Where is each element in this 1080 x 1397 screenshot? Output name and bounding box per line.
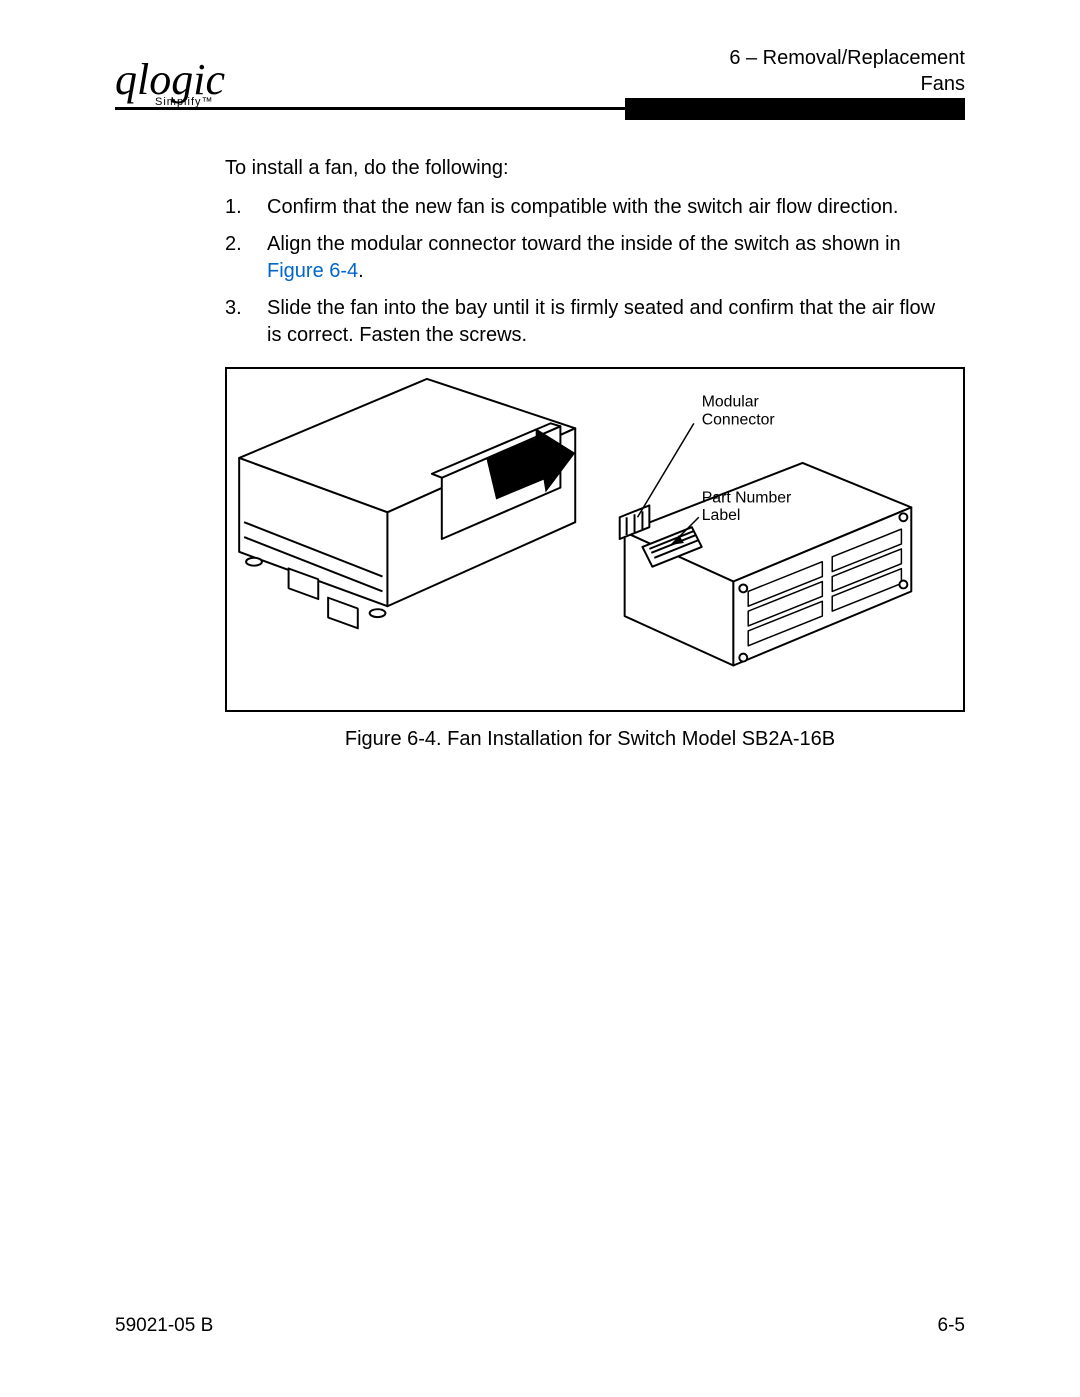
step-text-a: Align the modular connector toward the i… [267, 233, 901, 255]
list-item: 2. Align the modular connector toward th… [225, 231, 955, 285]
steps-list: 1. Confirm that the new fan is compatibl… [225, 194, 955, 349]
figure-caption: Figure 6-4. Fan Installation for Switch … [225, 726, 955, 753]
section-title: Fans [729, 71, 965, 97]
page-number: 6-5 [938, 1315, 965, 1337]
step-text: Align the modular connector toward the i… [267, 231, 955, 285]
step-number: 2. [225, 231, 267, 285]
intro-text: To install a fan, do the following: [225, 155, 955, 182]
callout-part-number-1: Part Number [702, 489, 792, 506]
page: qlogic Simplify™ 6 – Removal/Replacement… [0, 0, 1080, 1397]
logo-subtext: Simplify™ [155, 98, 214, 107]
page-header: qlogic Simplify™ 6 – Removal/Replacement… [115, 45, 965, 97]
page-footer: 59021-05 B 6-5 [115, 1315, 965, 1337]
list-item: 3. Slide the fan into the bay until it i… [225, 295, 955, 349]
list-item: 1. Confirm that the new fan is compatibl… [225, 194, 955, 221]
step-text-a: Slide the fan into the bay until it is f… [267, 297, 935, 346]
figure-box: Modular Connector Part Number Label [225, 367, 965, 712]
step-text-a: Confirm that the new fan is compatible w… [267, 196, 898, 218]
rule-thick [625, 98, 965, 120]
body-content: To install a fan, do the following: 1. C… [115, 155, 965, 753]
step-number: 3. [225, 295, 267, 349]
step-text: Slide the fan into the bay until it is f… [267, 295, 955, 349]
step-number: 1. [225, 194, 267, 221]
callout-modular-connector-1: Modular [702, 394, 759, 411]
callout-part-number-2: Label [702, 507, 741, 524]
doc-number: 59021-05 B [115, 1315, 213, 1337]
chapter-title: 6 – Removal/Replacement [729, 45, 965, 71]
header-right: 6 – Removal/Replacement Fans [729, 45, 965, 97]
step-text: Confirm that the new fan is compatible w… [267, 194, 955, 221]
figure-illustration: Modular Connector Part Number Label [227, 369, 963, 710]
logo: qlogic Simplify™ [115, 62, 225, 97]
header-rule [115, 107, 965, 120]
callout-modular-connector-2: Connector [702, 411, 775, 428]
figure-reference-link[interactable]: Figure 6-4 [267, 260, 358, 282]
step-text-b: . [358, 260, 364, 282]
